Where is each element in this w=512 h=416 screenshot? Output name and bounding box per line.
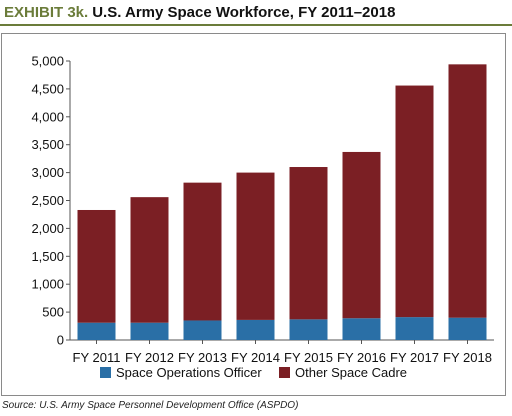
chart-title: U.S. Army Space Workforce, FY 2011–2018 xyxy=(92,4,396,21)
bar-segment-space-operations-officer xyxy=(77,322,116,340)
x-tick-label: FY 2015 xyxy=(284,350,333,365)
bar-segment-space-operations-officer xyxy=(130,322,169,340)
y-tick-label: 5,000 xyxy=(31,54,64,69)
legend-label: Other Space Cadre xyxy=(295,365,407,380)
bar-segment-other-space-cadre xyxy=(342,151,381,319)
bar-segment-other-space-cadre xyxy=(130,197,169,323)
x-tick-label: FY 2014 xyxy=(231,350,280,365)
stacked-bar-chart: 0 500 1,000 1,500 2,000 2,500 3,000 3,500 4,000 4… xyxy=(31,54,494,380)
y-tick-label: 1,000 xyxy=(31,277,64,292)
exhibit-title-bar: EXHIBIT 3k. U.S. Army Space Workforce, FY… xyxy=(0,0,512,26)
bar-segment-space-operations-officer xyxy=(289,319,328,340)
bar-segment-other-space-cadre xyxy=(395,85,434,318)
bar-segment-space-operations-officer xyxy=(448,317,487,340)
bar-segment-space-operations-officer xyxy=(395,317,434,340)
y-tick-label: 4,000 xyxy=(31,109,64,124)
y-tick-label: 2,000 xyxy=(31,221,64,236)
x-tick-label: FY 2017 xyxy=(390,350,439,365)
source-note: Source: U.S. Army Space Personnel Develo… xyxy=(2,400,299,411)
y-tick-label: 1,500 xyxy=(31,249,64,264)
bar-segment-other-space-cadre xyxy=(183,182,222,321)
y-tick-label: 500 xyxy=(42,305,64,320)
legend-swatch xyxy=(100,367,111,378)
x-tick-label: FY 2011 xyxy=(73,350,121,365)
legend-swatch xyxy=(279,367,290,378)
bar-segment-other-space-cadre xyxy=(236,172,275,320)
bar-segment-space-operations-officer xyxy=(183,320,222,340)
bar-segment-space-operations-officer xyxy=(236,319,275,340)
chart-frame: 0 500 1,000 1,500 2,000 2,500 3,000 3,500 4,000 4… xyxy=(1,33,506,396)
bar-segment-other-space-cadre xyxy=(77,209,116,323)
x-tick-label: FY 2016 xyxy=(337,350,386,365)
x-tick-label: FY 2018 xyxy=(443,350,492,365)
y-tick-label: 3,500 xyxy=(31,137,64,152)
x-tick-label: FY 2013 xyxy=(178,350,227,365)
bar-segment-other-space-cadre xyxy=(448,64,487,318)
x-tick-label: FY 2012 xyxy=(125,350,174,365)
exhibit-label: EXHIBIT 3k. xyxy=(4,4,89,21)
bar-segment-space-operations-officer xyxy=(342,318,381,340)
y-tick-label: 4,500 xyxy=(31,81,64,96)
y-tick-label: 2,500 xyxy=(31,193,64,208)
legend-label: Space Operations Officer xyxy=(116,365,262,380)
y-tick-label: 3,000 xyxy=(31,165,64,180)
bar-segment-other-space-cadre xyxy=(289,167,328,320)
y-tick-label: 0 xyxy=(57,333,64,348)
